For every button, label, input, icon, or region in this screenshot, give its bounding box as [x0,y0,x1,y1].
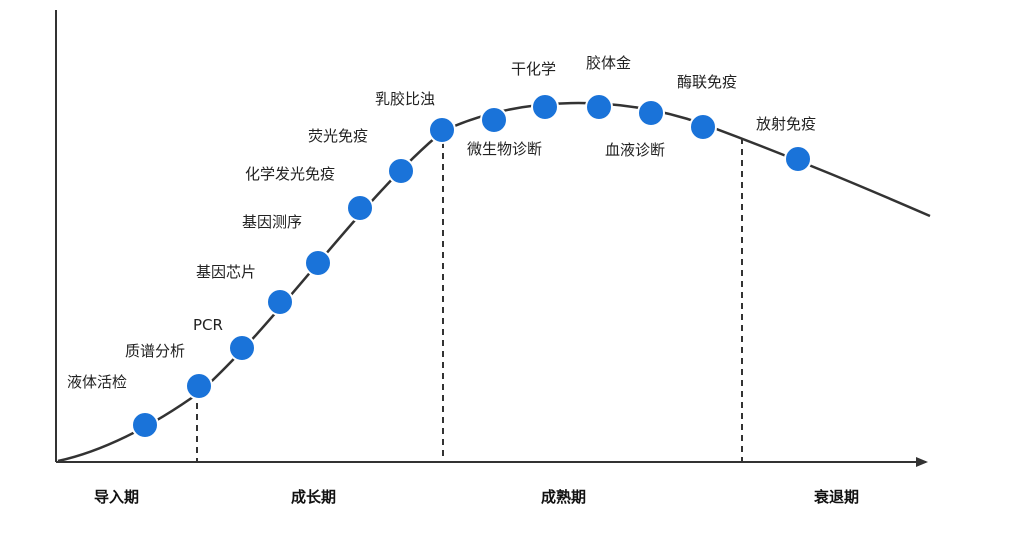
dot-gene-sequencing [304,249,332,277]
label-latex-turbidimetry: 乳胶比浊 [375,90,435,108]
dot-latex-turbidimetry [428,116,456,144]
label-microbial-diagnosis: 微生物诊断 [467,140,542,158]
label-blood-diagnosis: 血液诊断 [605,141,665,159]
dot-colloidal-gold [585,93,613,121]
label-dry-chemistry: 干化学 [511,60,556,78]
dot-gene-chip [266,288,294,316]
label-fluorescence-immuno: 荧光免疫 [308,127,368,145]
dot-microbial-diagnosis [480,106,508,134]
dot-liquid-biopsy [131,411,159,439]
stage-label-intro: 导入期 [94,488,139,506]
label-pcr: PCR [193,316,223,334]
dot-fluorescence-immuno [387,157,415,185]
label-liquid-biopsy: 液体活检 [67,373,127,391]
label-gene-chip: 基因芯片 [196,263,256,281]
dot-blood-diagnosis [637,99,665,127]
stage-labels: 导入期 成长期 成熟期 衰退期 [94,488,859,506]
dot-mass-spec [185,372,213,400]
dot-chemiluminescence [346,194,374,222]
stage-label-growth: 成长期 [291,488,336,506]
dot-dry-chemistry [531,93,559,121]
stage-label-maturity: 成熟期 [541,488,586,506]
dot-radioimmuno [784,145,812,173]
label-radioimmuno: 放射免疫 [756,115,816,133]
label-mass-spec: 质谱分析 [125,342,185,360]
dot-enzyme-immuno [689,113,717,141]
label-chemiluminescence: 化学发光免疫 [245,165,335,183]
label-enzyme-immuno: 酶联免疫 [677,73,737,91]
label-gene-sequencing: 基因测序 [242,213,302,231]
label-colloidal-gold: 胶体金 [586,54,631,72]
technology-labels: 液体活检 质谱分析 PCR 基因芯片 基因测序 化学发光免疫 荧光免疫 乳胶比浊… [67,54,816,391]
technology-dots [131,93,812,439]
stage-label-decline: 衰退期 [813,488,859,506]
dot-pcr [228,334,256,362]
